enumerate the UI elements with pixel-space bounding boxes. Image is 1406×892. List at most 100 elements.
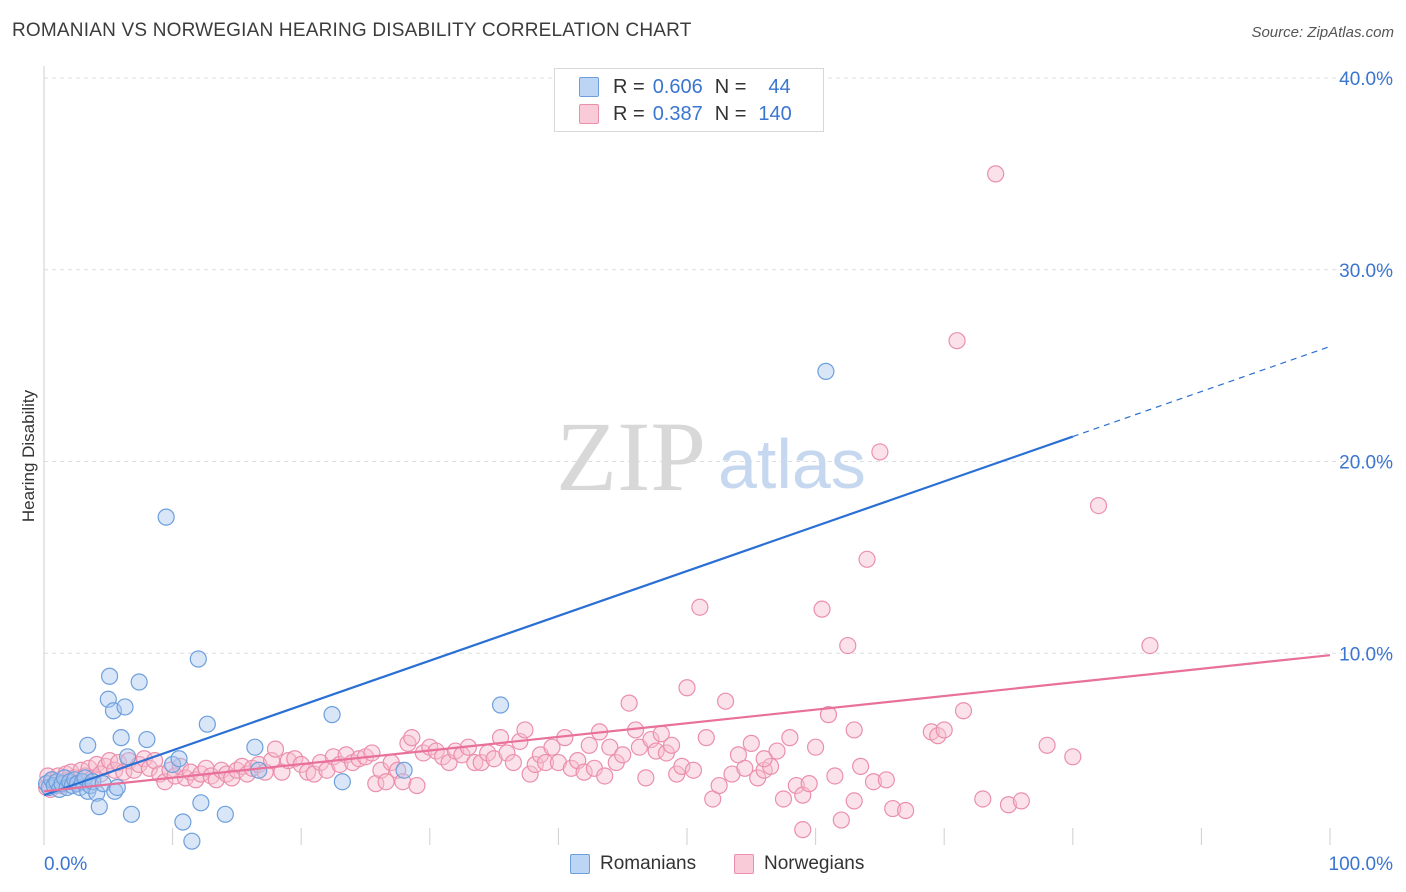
norwegian-point <box>794 821 812 839</box>
r-label: R = <box>613 102 645 125</box>
norwegian-point <box>691 598 709 616</box>
source-label: Source: ZipAtlas.com <box>1251 24 1394 41</box>
legend-row-romanians: R = 0.606 N = 44 <box>579 75 791 99</box>
norwegian-point <box>929 727 947 745</box>
norwegian-point <box>377 773 395 791</box>
norwegian-point <box>897 801 915 820</box>
norwegian-point <box>954 702 973 720</box>
romanian-point <box>170 750 188 768</box>
norwegian-point <box>845 792 863 810</box>
legend-box: R = 0.606 N = 44 R = 0.387 N = 140 <box>554 68 824 132</box>
norwegian-point <box>832 811 850 829</box>
norwegian-point <box>536 753 555 772</box>
norwegian-point <box>864 773 883 791</box>
n-value: 44 <box>768 75 791 98</box>
n-label: N = <box>714 102 747 125</box>
n-label: N = <box>714 75 747 98</box>
norwegian-point <box>736 759 754 777</box>
romanian-point <box>183 832 201 850</box>
norwegian-point <box>755 750 773 768</box>
romanian-point <box>323 706 341 724</box>
y-tick-label: 20.0% <box>1339 453 1393 474</box>
norwegian-point <box>974 790 992 808</box>
romanian-point <box>118 748 137 766</box>
romanian-point <box>116 698 134 716</box>
norwegian-point <box>1089 497 1108 515</box>
norwegian-point <box>826 767 844 785</box>
norwegian-point <box>521 765 539 783</box>
norwegian-point <box>845 721 863 739</box>
romanian-point <box>192 794 210 812</box>
romanian-point <box>817 362 835 380</box>
norwegian-point <box>266 740 285 758</box>
y-tick-label: 40.0% <box>1339 69 1393 90</box>
norwegian-point <box>852 757 870 775</box>
r-label: R = <box>613 75 645 98</box>
romanian-point <box>100 667 119 685</box>
norwegian-point <box>543 738 561 756</box>
norwegian-point <box>716 692 735 710</box>
norwegians-swatch <box>579 104 599 124</box>
norwegian-point <box>781 729 799 747</box>
norwegian-point <box>472 753 490 772</box>
y-axis-label: Hearing Disability <box>19 389 38 522</box>
romanian-point <box>157 508 175 526</box>
watermark: ZIP atlas <box>556 401 866 512</box>
romanian-point <box>130 673 148 691</box>
norwegian-point <box>498 744 516 762</box>
norwegian-point <box>710 776 728 795</box>
norwegian-point <box>575 763 593 781</box>
norwegian-point <box>526 755 544 774</box>
norwegian-point <box>580 736 598 754</box>
norwegians-legend-label: Norwegians <box>764 853 865 874</box>
norwegian-point <box>408 776 426 795</box>
legend-row-norwegians: R = 0.387 N = 140 <box>579 102 792 126</box>
trend-layer <box>43 345 1331 797</box>
romanian-point <box>174 813 192 831</box>
y-tick-label: 30.0% <box>1339 261 1393 282</box>
romanians-swatch <box>579 77 599 97</box>
norwegian-points <box>37 165 1159 839</box>
romanian-point <box>333 773 351 791</box>
n-value: 140 <box>758 102 792 125</box>
norwegian-point <box>839 636 857 655</box>
norwegian-point <box>601 738 619 756</box>
axes-layer: 10.0% 20.0% 30.0% 40.0% <box>43 66 1393 845</box>
norwegians-trend-line <box>43 654 1331 793</box>
norwegian-point <box>774 790 793 808</box>
x-tick-label-min: 0.0% <box>44 854 87 875</box>
norwegian-point <box>813 600 831 618</box>
romanian-point <box>122 805 141 823</box>
norwegian-point <box>800 775 818 793</box>
norwegian-point <box>1064 748 1082 766</box>
romanian-point <box>216 805 234 823</box>
romanian-point <box>395 761 413 779</box>
norwegian-point <box>858 550 876 568</box>
norwegian-point <box>647 742 665 760</box>
norwegian-point <box>787 776 805 795</box>
legend-item-norwegians: Norwegians <box>734 852 864 876</box>
grid-layer <box>44 77 1394 654</box>
norwegian-point <box>286 750 304 768</box>
norwegians-legend-swatch <box>734 854 754 874</box>
romanians-legend-swatch <box>570 854 590 874</box>
norwegian-point <box>684 761 703 779</box>
norwegian-point <box>504 753 522 772</box>
romanian-point <box>138 730 156 749</box>
romanians-trend-extension <box>1072 345 1331 438</box>
romanian-point <box>198 715 216 733</box>
romanians-trend-line <box>43 435 1074 797</box>
romanians-legend-label: Romanians <box>600 853 697 874</box>
norwegian-point <box>678 679 696 697</box>
norwegian-point <box>871 443 889 461</box>
romanian-point <box>112 729 130 747</box>
romanian-point <box>164 755 182 774</box>
norwegian-point <box>697 729 715 747</box>
norwegian-point <box>1038 736 1056 754</box>
watermark-atlas: atlas <box>718 425 866 503</box>
norwegian-point <box>403 729 421 747</box>
romanian-point <box>189 650 207 668</box>
romanian-point <box>491 696 510 714</box>
norwegian-point <box>596 767 614 785</box>
